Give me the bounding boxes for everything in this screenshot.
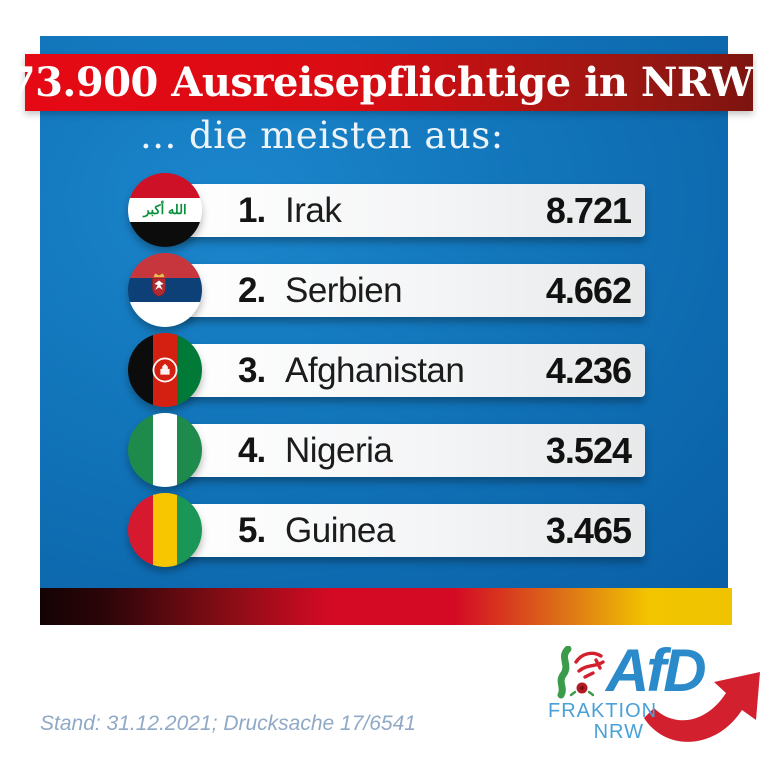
- flag-stripe: [128, 413, 153, 487]
- rank-label: 5.: [238, 510, 266, 550]
- value-label: 4.236: [545, 349, 632, 391]
- rank-label: 3.: [238, 350, 266, 390]
- subtitle-text: ... die meisten aus:: [140, 114, 504, 157]
- flag-stripe: [128, 222, 202, 247]
- country-label: Guinea: [285, 510, 395, 550]
- headline-text: 73.900 Ausreisepflichtige in NRW!: [7, 59, 768, 106]
- headline-banner: 73.900 Ausreisepflichtige in NRW!: [8, 54, 768, 111]
- rank-label: 4.: [238, 430, 266, 470]
- afd-wordmark: AfD: [606, 637, 707, 704]
- fraktion-label: FRAKTION: [548, 700, 658, 722]
- nrw-emblem-icon: [557, 646, 605, 699]
- flag-stripe: [152, 333, 178, 407]
- country-label: Serbien: [285, 270, 403, 310]
- value-label: 3.524: [545, 429, 632, 471]
- flag-stripe: [152, 413, 178, 487]
- flag-stripe: [128, 333, 153, 407]
- country-label: Irak: [285, 190, 342, 230]
- ranking-bar: 2. Serbien 4.662: [166, 264, 645, 317]
- value-label: 4.662: [545, 269, 632, 311]
- flag-stripe: [128, 253, 202, 278]
- flag-nigeria-icon: [128, 413, 202, 487]
- ranking-bar: 5. Guinea 3.465: [166, 504, 645, 557]
- flag-stripe: [177, 413, 202, 487]
- flag-stripe: [152, 493, 178, 567]
- flag-stripe: الله أكبر: [128, 197, 202, 223]
- flag-stripe: [177, 333, 202, 407]
- country-label: Nigeria: [285, 430, 393, 470]
- flag-stripe: [128, 302, 202, 327]
- flag-stripe: [128, 173, 202, 198]
- flag-guinea-icon: [128, 493, 202, 567]
- afd-fraktion-nrw-logo: AfD FRAKTION NRW: [548, 637, 766, 762]
- ranking-bar: 4. Nigeria 3.524: [166, 424, 645, 477]
- source-note: Stand: 31.12.2021; Drucksache 17/6541: [40, 712, 416, 735]
- flag-serbia-icon: [128, 253, 202, 327]
- ranking-bar: 1. Irak 8.721: [166, 184, 645, 237]
- rank-label: 2.: [238, 270, 266, 310]
- ranking-bar: 3. Afghanistan 4.236: [166, 344, 645, 397]
- nrw-label: NRW: [593, 721, 644, 743]
- country-label: Afghanistan: [285, 350, 465, 390]
- flag-stripe: [177, 493, 202, 567]
- upward-arrow-icon: [644, 672, 760, 742]
- flag-iraq-icon: الله أكبر: [128, 173, 202, 247]
- iraq-takbir-text: الله أكبر: [143, 201, 187, 217]
- german-flag-gradient-bar: [40, 588, 732, 625]
- flag-stripe: [128, 277, 202, 303]
- value-label: 8.721: [545, 189, 632, 231]
- flag-afghanistan-icon: [128, 333, 202, 407]
- rank-label: 1.: [238, 190, 266, 230]
- value-label: 3.465: [545, 509, 632, 551]
- flag-stripe: [128, 493, 153, 567]
